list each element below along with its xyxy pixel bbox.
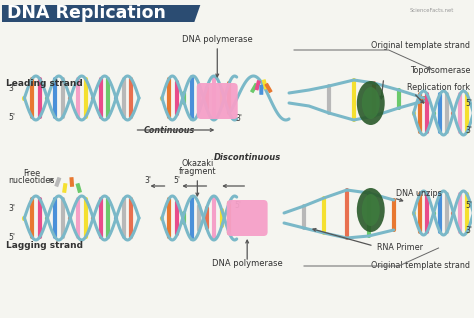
FancyBboxPatch shape — [259, 85, 264, 95]
Text: Original template strand: Original template strand — [372, 41, 470, 50]
FancyBboxPatch shape — [197, 83, 237, 119]
Text: 3': 3' — [8, 204, 15, 213]
Text: Topoisomerase: Topoisomerase — [410, 66, 470, 75]
Ellipse shape — [357, 81, 385, 125]
Text: Discontinuous: Discontinuous — [214, 153, 281, 162]
FancyBboxPatch shape — [62, 183, 67, 193]
Text: 3': 3' — [465, 226, 473, 235]
Text: RNA Primer: RNA Primer — [377, 243, 423, 252]
Polygon shape — [2, 5, 201, 22]
Text: 5': 5' — [173, 176, 181, 185]
FancyBboxPatch shape — [250, 83, 258, 93]
Ellipse shape — [362, 194, 380, 226]
Text: fragment: fragment — [179, 167, 216, 176]
Text: DNA Replication: DNA Replication — [7, 4, 166, 22]
Text: Original template strand: Original template strand — [372, 261, 470, 270]
Ellipse shape — [357, 188, 385, 232]
Text: 5': 5' — [8, 233, 15, 242]
Text: 3': 3' — [235, 114, 242, 123]
Text: DNA unzips: DNA unzips — [396, 189, 441, 198]
Text: 5': 5' — [465, 99, 473, 108]
Text: 3': 3' — [8, 84, 15, 93]
FancyBboxPatch shape — [227, 200, 268, 236]
Text: Okazaki: Okazaki — [181, 159, 213, 168]
Text: ScienceFacts.net: ScienceFacts.net — [410, 8, 455, 12]
Text: Replication fork: Replication fork — [407, 83, 470, 92]
Text: Lagging strand: Lagging strand — [6, 241, 83, 250]
Ellipse shape — [362, 87, 380, 119]
FancyBboxPatch shape — [255, 80, 261, 91]
Text: 3': 3' — [145, 176, 152, 185]
Text: Leading strand: Leading strand — [6, 79, 83, 87]
Text: DNA polymerase: DNA polymerase — [182, 35, 253, 44]
Text: nucleotides: nucleotides — [9, 176, 55, 185]
Text: 5': 5' — [8, 113, 15, 122]
Text: 5': 5' — [234, 201, 241, 210]
FancyBboxPatch shape — [69, 177, 74, 187]
Text: Continuous: Continuous — [144, 126, 195, 135]
FancyBboxPatch shape — [75, 183, 82, 193]
Text: 3': 3' — [465, 126, 473, 135]
Text: Free: Free — [23, 169, 40, 178]
FancyBboxPatch shape — [262, 79, 268, 90]
FancyBboxPatch shape — [264, 83, 273, 93]
Text: 5': 5' — [465, 201, 473, 210]
FancyBboxPatch shape — [55, 177, 61, 187]
Text: DNA polymerase: DNA polymerase — [212, 259, 283, 268]
